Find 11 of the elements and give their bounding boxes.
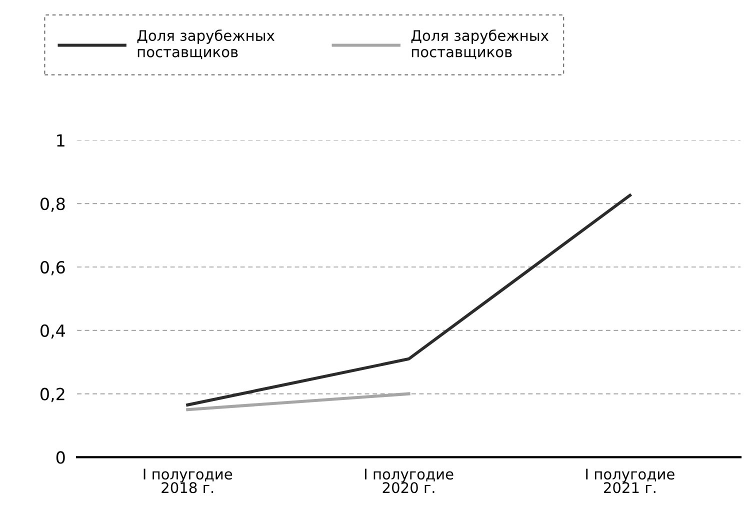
x-tick-label: I полугодие 2020 г. (364, 468, 454, 494)
y-tick-label: 0,2 (40, 388, 64, 402)
y-tick-label: 0,6 (40, 260, 65, 276)
legend-label: Доля зарубежных поставщиков (137, 29, 274, 60)
x-tick-label: I полугодие 2018 г. (144, 468, 232, 494)
y-tick-label: 0 (56, 451, 65, 464)
x-tick-label: I полугодие 2021 г. (586, 468, 674, 494)
legend-label: Доля зарубежных поставщиков (411, 29, 549, 60)
y-tick-label: 0,8 (40, 198, 65, 212)
y-tick-label: 0,4 (40, 324, 65, 339)
y-tick-label: 1 (57, 134, 64, 147)
